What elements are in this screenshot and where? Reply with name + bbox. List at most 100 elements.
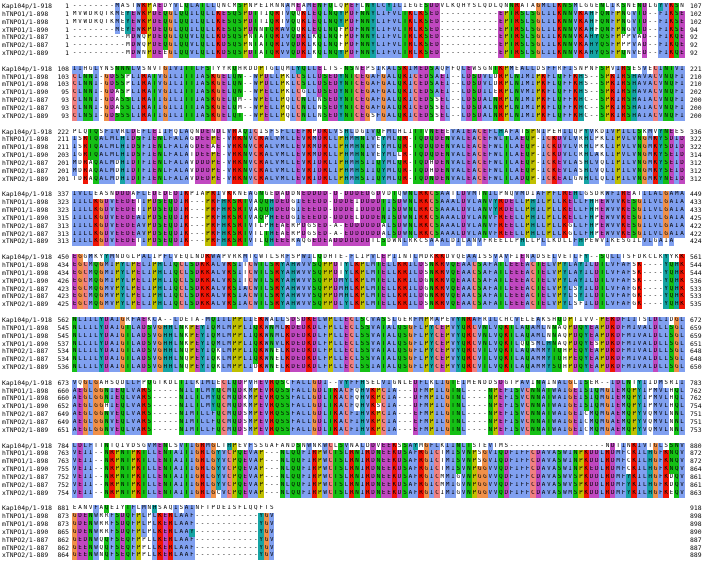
residue: I	[135, 112, 142, 121]
residue: F	[492, 230, 499, 239]
sequence-name[interactable]: xTNPO1/1-890	[2, 276, 49, 285]
residue: K	[402, 65, 408, 74]
residue: D	[194, 262, 200, 270]
sequence-name[interactable]: Kap104p/1-918	[2, 127, 53, 136]
residue: Q	[167, 214, 174, 223]
residue: N	[242, 159, 248, 168]
sequence-name[interactable]: hTNPO1/1-898	[2, 261, 49, 270]
sequence-name[interactable]: xTNPO2/1-889	[2, 174, 49, 183]
residue: I	[540, 159, 547, 168]
residue: G	[674, 340, 680, 349]
residue: A	[370, 105, 376, 113]
residue: L	[556, 207, 563, 215]
sequence-name[interactable]: xTNPO1/1-890	[2, 213, 49, 222]
residue: H	[578, 73, 584, 82]
residue: Q	[199, 42, 206, 51]
residue: A	[109, 340, 115, 349]
sequence-name[interactable]: xTNPO2/1-889	[2, 300, 49, 309]
sequence-name[interactable]: hTNPO2/1-887	[2, 347, 49, 356]
gap: -	[472, 34, 477, 41]
sequence-name[interactable]: hTNPO2/1-887	[2, 284, 49, 293]
residue: I	[237, 262, 243, 270]
gap: -	[461, 50, 466, 57]
residue: I	[642, 214, 648, 223]
residue: Q	[599, 50, 605, 58]
residue: V	[189, 42, 195, 51]
sequence-name[interactable]: xTNPO2/1-889	[2, 237, 49, 246]
gap: -	[88, 26, 93, 33]
residue: A	[88, 175, 93, 182]
residue: N	[492, 112, 499, 121]
residue: V	[476, 356, 483, 365]
residue: E	[572, 348, 579, 357]
residue: F	[487, 269, 493, 278]
sequence-name[interactable]: Kap104p/1-918	[2, 190, 53, 199]
residue: P	[312, 128, 317, 135]
residue: G	[119, 340, 126, 349]
sequence-name[interactable]: mTNPO2/1-887	[2, 355, 49, 364]
sequence-name[interactable]: xTNPO2/1-889	[2, 49, 49, 58]
residue: P	[130, 293, 136, 302]
sequence-name[interactable]: Kap104p/1-918	[2, 253, 53, 262]
sequence-name[interactable]: mTNPO1/1-898	[2, 143, 49, 152]
sequence-name[interactable]: hTNPO1/1-898	[2, 9, 49, 18]
residue: K	[418, 10, 424, 19]
sequence-name[interactable]: mTNPO1/1-898	[2, 80, 49, 89]
residue: I	[167, 277, 174, 286]
sequence-name[interactable]: hTNPO1/1-898	[2, 323, 49, 332]
sequence-name[interactable]: Kap104p/1-918	[2, 315, 53, 324]
residue: N	[636, 152, 643, 160]
residue: Y	[98, 348, 104, 357]
residue: S	[226, 34, 232, 43]
sequence-name[interactable]: hTNPO1/1-898	[2, 198, 49, 207]
residue: Q	[375, 167, 382, 176]
sequence-name[interactable]: xTNPO2/1-889	[2, 363, 49, 372]
sequence-name[interactable]: hTNPO2/1-887	[2, 33, 49, 42]
sequence-name[interactable]: hTNPO1/1-898	[2, 72, 49, 81]
residue: L	[556, 222, 563, 231]
sequence-name[interactable]: xTNPO1/1-890	[2, 339, 49, 348]
residue: M	[535, 332, 541, 341]
sequence-name[interactable]: Kap104p/1-918	[2, 2, 53, 10]
residue: Q	[333, 18, 339, 27]
sequence-name[interactable]: mTNPO1/1-898	[2, 206, 49, 215]
residue: H	[157, 301, 163, 310]
sequence-name[interactable]: mTNPO2/1-887	[2, 229, 49, 238]
residue: V	[658, 89, 664, 98]
residue: V	[610, 262, 616, 270]
residue: F	[615, 285, 621, 294]
sequence-name[interactable]: hTNPO2/1-887	[2, 96, 49, 105]
sequence-name[interactable]: xTNPO1/1-890	[2, 25, 49, 34]
residue: Q	[450, 293, 456, 302]
sequence-name[interactable]: hTNPO2/1-887	[2, 221, 49, 230]
sequence-name[interactable]: hTNPO2/1-887	[2, 158, 49, 167]
residue: L	[679, 356, 685, 365]
sequence-name[interactable]: xTNPO1/1-890	[2, 88, 49, 97]
residue: L	[306, 81, 312, 90]
sequence-name[interactable]: mTNPO2/1-887	[2, 41, 49, 50]
sequence-name[interactable]: mTNPO1/1-898	[2, 331, 49, 340]
sequence-name[interactable]: mTNPO2/1-887	[2, 166, 49, 175]
sequence-name[interactable]: mTNPO1/1-898	[2, 17, 49, 26]
sequence-name[interactable]: mTNPO1/1-898	[2, 268, 49, 277]
residue: G	[407, 348, 413, 357]
residue: L	[317, 356, 323, 365]
residue: A	[642, 356, 648, 365]
residue: I	[407, 73, 413, 82]
residue: S	[275, 128, 279, 135]
residue: V	[370, 340, 376, 349]
residue: V	[221, 269, 227, 278]
residue: T	[508, 34, 515, 43]
sequence-name[interactable]: hTNPO1/1-898	[2, 135, 49, 144]
sequence-name[interactable]: Kap104p/1-918	[2, 64, 53, 73]
sequence-name[interactable]: xTNPO1/1-890	[2, 151, 49, 160]
sequence-name[interactable]: mTNPO2/1-887	[2, 292, 49, 301]
sequence-name[interactable]: mTNPO2/1-887	[2, 104, 49, 113]
sequence-name[interactable]: xTNPO2/1-889	[2, 111, 49, 120]
residue: L	[285, 136, 291, 145]
residue: I	[408, 128, 413, 135]
residue: A	[466, 301, 472, 310]
residue: I	[535, 214, 541, 223]
residue: D	[311, 332, 318, 341]
residue: D	[311, 340, 318, 349]
